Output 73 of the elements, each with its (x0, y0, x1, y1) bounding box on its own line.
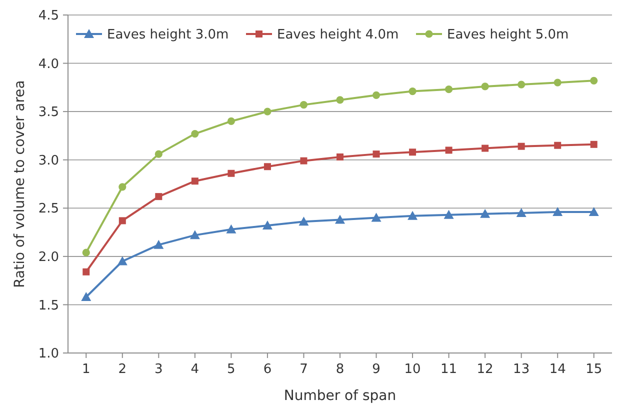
point (154, 240, 164, 249)
y-tick-label: 3.5 (38, 105, 59, 120)
x-tick-label: 9 (372, 362, 380, 377)
y-axis-title: Ratio of volume to cover area (12, 80, 28, 288)
x-tick-label: 5 (227, 362, 236, 377)
point (226, 224, 236, 234)
point (481, 82, 489, 90)
legend-label: Eaves height 3.0m (107, 28, 229, 43)
point (298, 216, 309, 226)
x-tick-label: 1 (82, 362, 90, 377)
point (118, 183, 126, 191)
point (445, 146, 452, 154)
point (264, 108, 272, 116)
point (372, 150, 380, 158)
point (590, 140, 598, 148)
point (190, 230, 200, 240)
point (335, 214, 345, 224)
point (191, 178, 198, 185)
point (154, 150, 162, 158)
point (554, 142, 562, 149)
point (262, 220, 272, 230)
x-tick-label: 11 (440, 362, 458, 377)
point (371, 212, 382, 222)
legend-label: Eaves height 4.0m (277, 28, 399, 43)
x-tick-label: 14 (549, 362, 566, 377)
point (590, 76, 598, 84)
point (409, 148, 416, 156)
point (554, 78, 562, 86)
point (117, 256, 128, 266)
point (480, 208, 490, 218)
x-tick-label: 12 (476, 362, 494, 377)
point (81, 292, 92, 301)
x-tick-label: 4 (190, 362, 200, 377)
y-tick-label: 1.0 (38, 346, 59, 362)
point (516, 208, 526, 217)
point (228, 170, 235, 177)
point (552, 207, 563, 216)
point (372, 91, 380, 99)
point (82, 248, 90, 256)
x-tick-label: 10 (404, 362, 421, 377)
point (300, 101, 308, 109)
point (482, 144, 489, 152)
x-tick-label: 7 (300, 362, 308, 377)
point (118, 217, 126, 224)
point (336, 153, 344, 160)
x-tick-label: 6 (263, 362, 272, 377)
point (408, 210, 418, 220)
point (264, 163, 271, 170)
y-tick-label: 2.0 (38, 250, 59, 265)
point (300, 157, 308, 164)
point (444, 210, 454, 219)
x-tick-label: 2 (118, 362, 127, 377)
point (191, 130, 199, 138)
legend-label: Eaves height 5.0m (447, 28, 569, 43)
point (588, 207, 599, 216)
y-tick-label: 3.0 (38, 153, 59, 168)
point (408, 87, 416, 96)
point (518, 142, 525, 150)
y-tick-label: 4.5 (38, 8, 59, 24)
x-tick-label: 8 (336, 362, 344, 377)
x-tick-label: 3 (154, 362, 163, 377)
point (227, 117, 235, 126)
point (336, 96, 344, 104)
y-tick-label: 1.5 (38, 298, 59, 314)
x-axis-title: Number of span (284, 388, 396, 404)
point (445, 86, 453, 94)
x-tick-label: 15 (586, 362, 602, 377)
y-tick-label: 4.0 (38, 56, 59, 72)
point (155, 193, 162, 200)
point (518, 80, 526, 88)
x-tick-label: 13 (513, 362, 530, 377)
point (82, 268, 90, 276)
y-tick-label: 2.5 (38, 202, 59, 217)
